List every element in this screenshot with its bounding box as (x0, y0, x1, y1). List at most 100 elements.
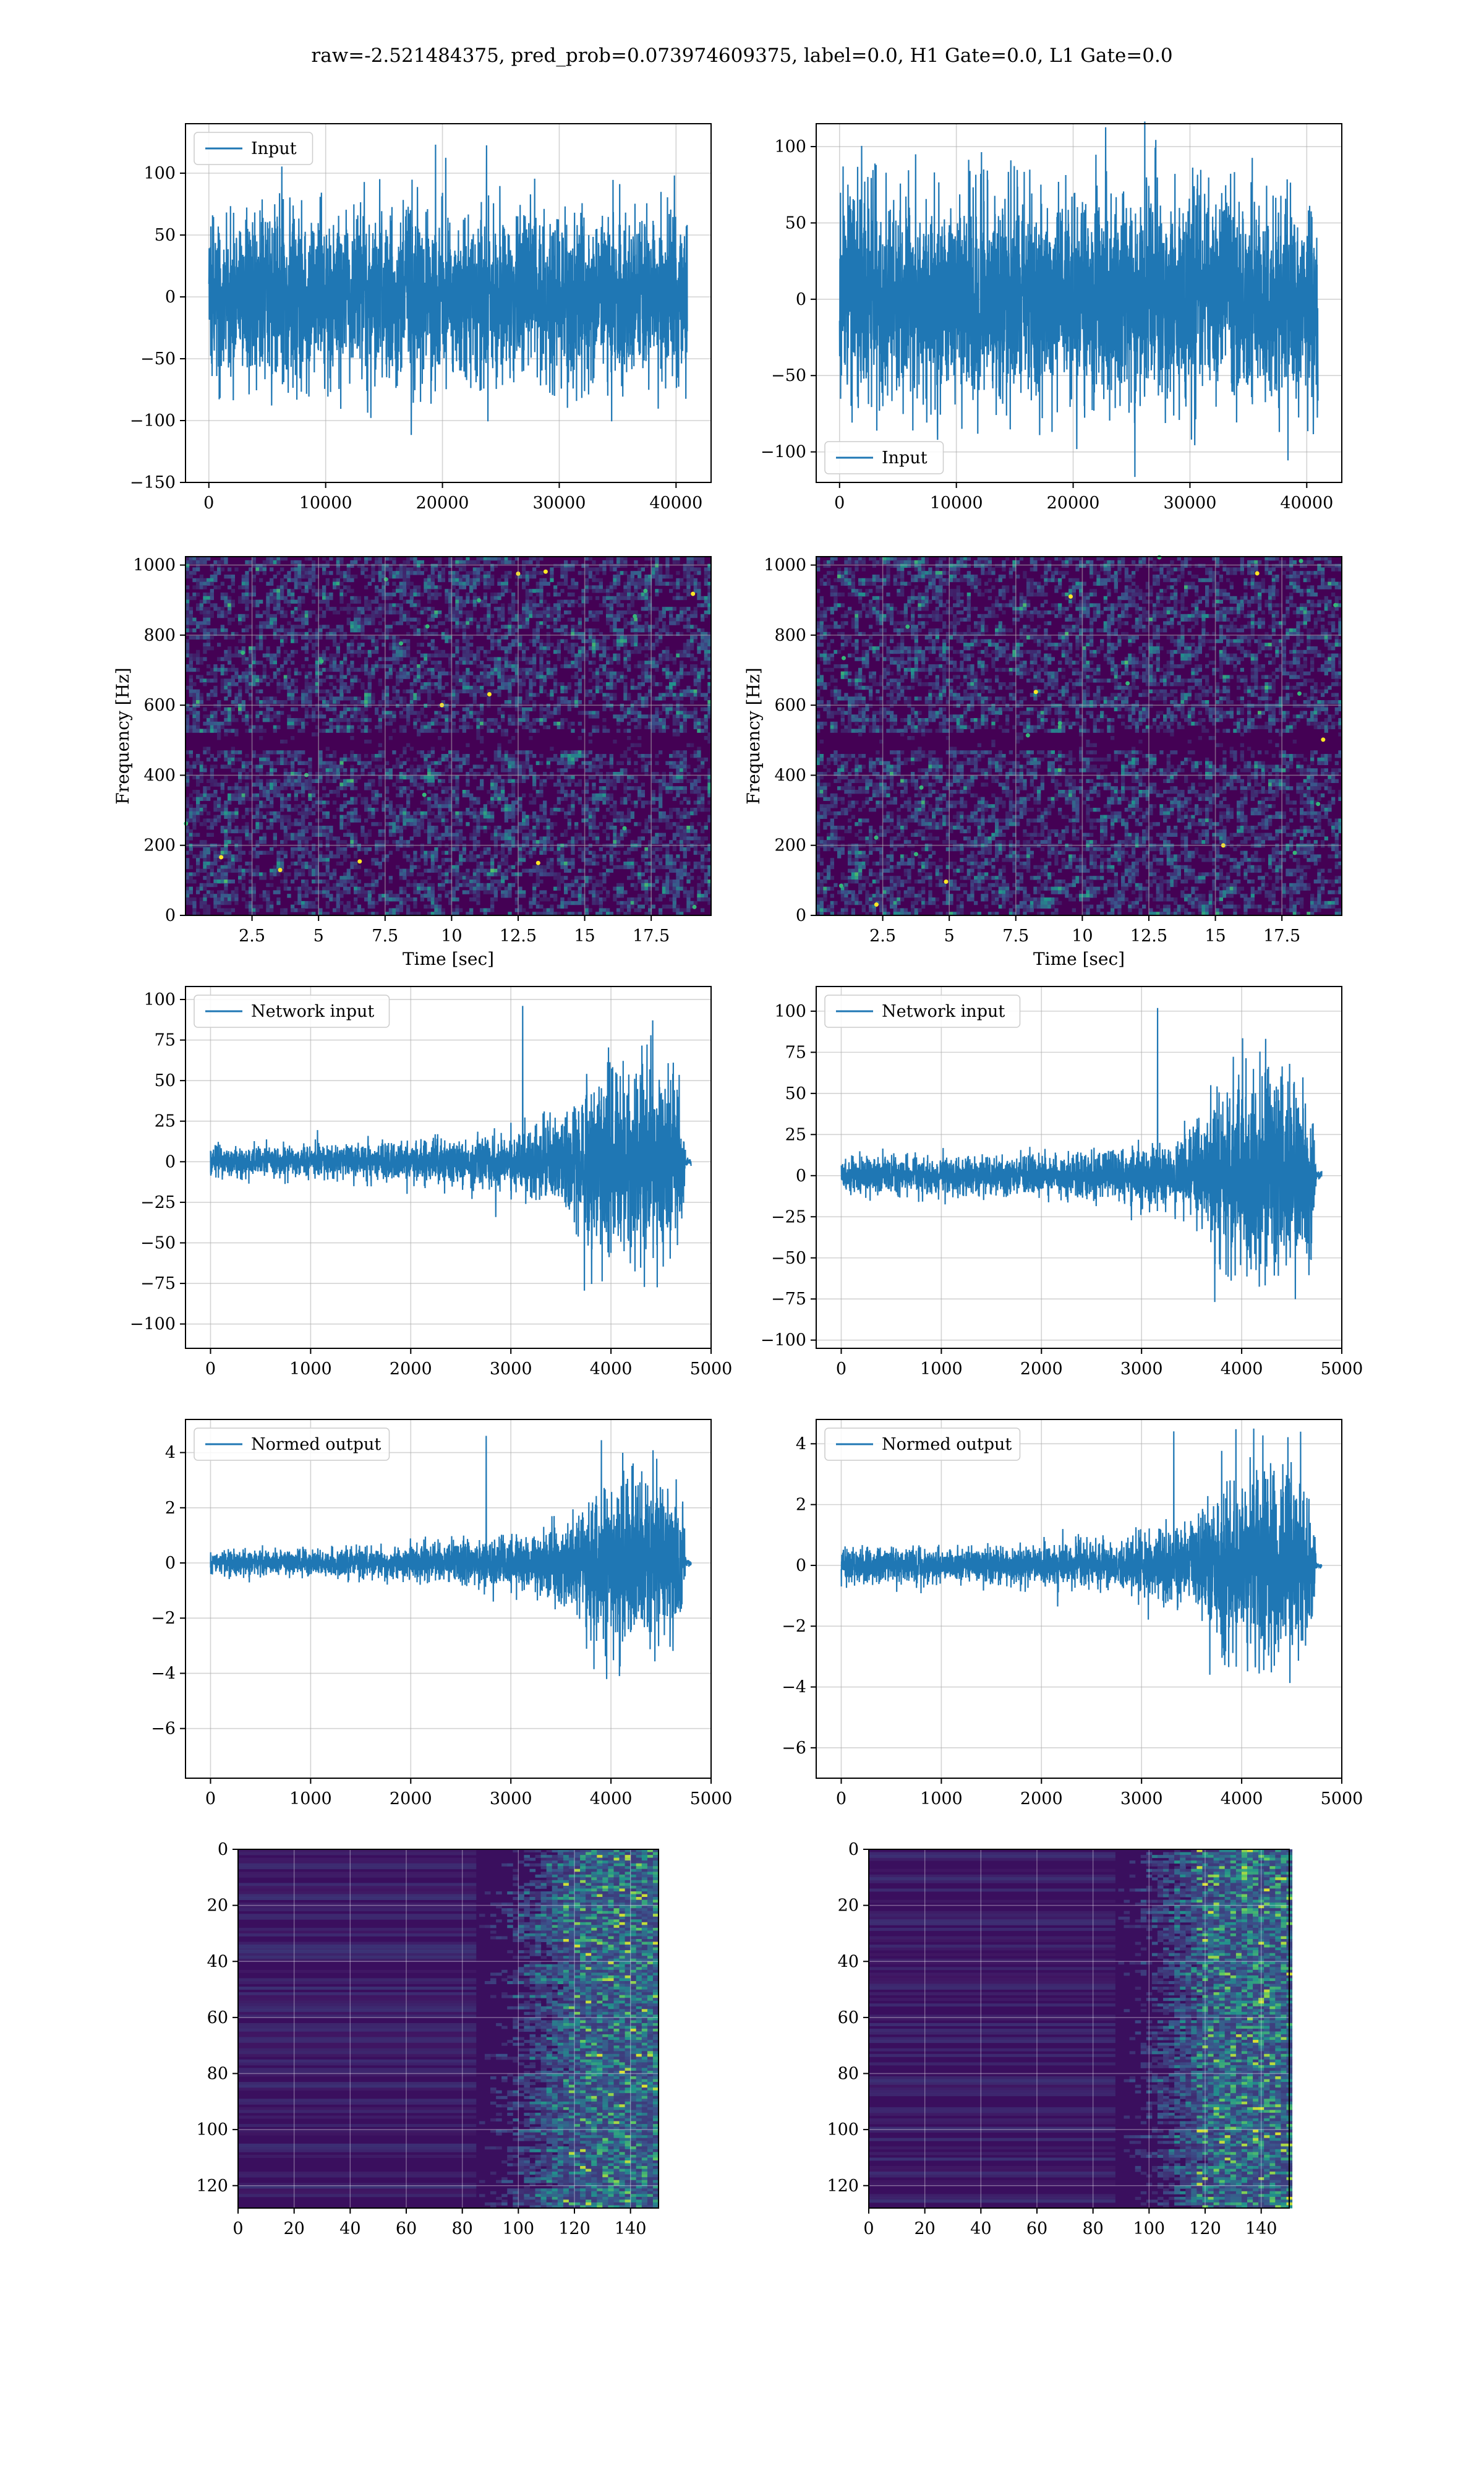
heatmap-cell (589, 596, 592, 600)
heatmap-cell (571, 603, 574, 607)
heatmap-cell (389, 628, 393, 632)
heatmap-cell (399, 564, 403, 568)
heatmap-cell (571, 625, 574, 628)
heatmap-cell (441, 621, 445, 625)
heatmap-cell (469, 618, 473, 622)
heatmap-cell (207, 621, 210, 625)
heatmap-cell (585, 585, 589, 589)
heatmap-cell (501, 625, 505, 628)
heatmap-cell (686, 607, 690, 610)
heatmap-cell (287, 603, 291, 607)
heatmap-cell (536, 628, 540, 632)
heatmap-cell (459, 585, 463, 589)
heatmap-cell (592, 578, 595, 582)
heatmap-cell (638, 625, 641, 628)
heatmap-cell (403, 639, 406, 643)
heatmap-cell (364, 636, 368, 640)
heatmap-cell (347, 571, 351, 575)
heatmap-cell (631, 600, 634, 604)
heatmap-cell (469, 621, 473, 625)
heatmap-cell (634, 621, 638, 625)
heatmap-cell (459, 567, 463, 571)
heatmap-cell (434, 589, 438, 593)
heatmap-cell (466, 610, 469, 614)
heatmap-cell (189, 610, 193, 614)
heatmap-cell (686, 628, 690, 632)
heatmap-cell (595, 628, 599, 632)
heatmap-cell (221, 560, 224, 564)
heatmap-cell (568, 585, 571, 589)
heatmap-cell (606, 636, 610, 640)
heatmap-cell (610, 585, 613, 589)
heatmap-cell (252, 578, 256, 582)
heatmap-cell (655, 589, 659, 593)
heatmap-cell (364, 607, 368, 610)
heatmap-cell (294, 639, 298, 643)
heatmap-cell (526, 589, 529, 593)
heatmap-cell (445, 596, 448, 600)
heatmap-cell (417, 600, 420, 604)
heatmap-cell (424, 582, 427, 586)
heatmap-cell (553, 585, 557, 589)
heatmap-cell (568, 618, 571, 622)
heatmap-cell (203, 610, 207, 614)
heatmap-cell (659, 582, 662, 586)
legend-label: Input (251, 139, 297, 158)
heatmap-cell (560, 575, 564, 578)
heatmap-cell (638, 614, 641, 618)
heatmap-cell (375, 639, 378, 643)
heatmap-cell (484, 628, 487, 632)
heatmap-cell (595, 589, 599, 593)
heatmap-cell (532, 603, 536, 607)
heatmap-cell (501, 585, 505, 589)
heatmap-cell (497, 628, 501, 632)
heatmap-cell (385, 603, 389, 607)
heatmap-cell (595, 578, 599, 582)
heatmap-cell (518, 625, 522, 628)
heatmap-cell (673, 618, 676, 622)
heatmap-cell (343, 636, 347, 640)
heatmap-cell (242, 628, 245, 632)
heatmap-cell (336, 564, 340, 568)
heatmap-cell (360, 571, 364, 575)
heatmap-cell (378, 628, 382, 632)
heatmap-cell (294, 618, 298, 622)
heatmap-cell (427, 593, 431, 596)
heatmap-cell (368, 600, 372, 604)
heatmap-cell (466, 582, 469, 586)
heatmap-cell (224, 593, 228, 596)
heatmap-cell (210, 589, 214, 593)
heatmap-cell (683, 589, 687, 593)
heatmap-cell (487, 582, 490, 586)
heatmap-cell (326, 582, 330, 586)
heatmap-cell (452, 618, 456, 622)
heatmap-cell (529, 610, 532, 614)
heatmap-cell (318, 625, 322, 628)
heatmap-cell (312, 560, 315, 564)
heatmap-cell (364, 621, 368, 625)
heatmap-cell (389, 571, 393, 575)
heatmap-cell (697, 596, 701, 600)
heatmap-cell (413, 571, 417, 575)
heatmap-cell (578, 636, 582, 640)
heatmap-cell (301, 600, 305, 604)
heatmap-cell (357, 628, 361, 632)
heatmap-cell (410, 600, 414, 604)
heatmap-cell (329, 628, 333, 632)
heatmap-cell (547, 614, 550, 618)
heatmap-cell (375, 560, 378, 564)
heatmap-cell (276, 610, 280, 614)
heatmap-cell (490, 628, 494, 632)
heatmap-cell (550, 625, 553, 628)
heatmap-cell (694, 567, 697, 571)
heatmap-cell (508, 625, 511, 628)
heatmap-cell (297, 582, 301, 586)
heatmap-cell (284, 600, 288, 604)
heatmap-cell (417, 560, 420, 564)
heatmap-cell (585, 589, 589, 593)
heatmap-cell (547, 610, 550, 614)
heatmap-cell (463, 578, 466, 582)
heatmap-cell (224, 603, 228, 607)
heatmap-cell (228, 607, 231, 610)
heatmap-cell (434, 575, 438, 578)
